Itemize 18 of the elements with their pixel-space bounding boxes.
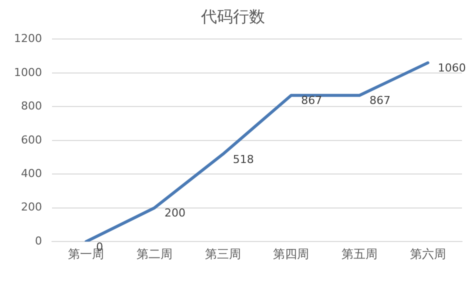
x-tick-label: 第二周	[136, 246, 172, 261]
x-tick-label: 第四周	[273, 246, 310, 261]
data-label: 867	[370, 94, 390, 108]
y-tick-label: 200	[20, 200, 42, 214]
y-tick-label: 800	[20, 100, 42, 113]
data-label: 867	[301, 94, 322, 108]
chart-title: 代码行数	[200, 6, 265, 26]
x-tick-label: 第六周	[410, 246, 446, 261]
data-label: 518	[232, 153, 254, 166]
y-tick-label: 1200	[14, 32, 42, 46]
data-label: 200	[164, 206, 186, 220]
data-label: 1060	[438, 62, 466, 75]
x-tick-label: 第三周	[204, 246, 241, 261]
x-tick-label: 第五周	[342, 246, 378, 261]
y-tick-label: 0	[34, 234, 42, 248]
y-tick-label: 600	[20, 133, 42, 146]
y-tick-label: 400	[20, 166, 42, 180]
y-tick-label: 1000	[14, 66, 42, 79]
